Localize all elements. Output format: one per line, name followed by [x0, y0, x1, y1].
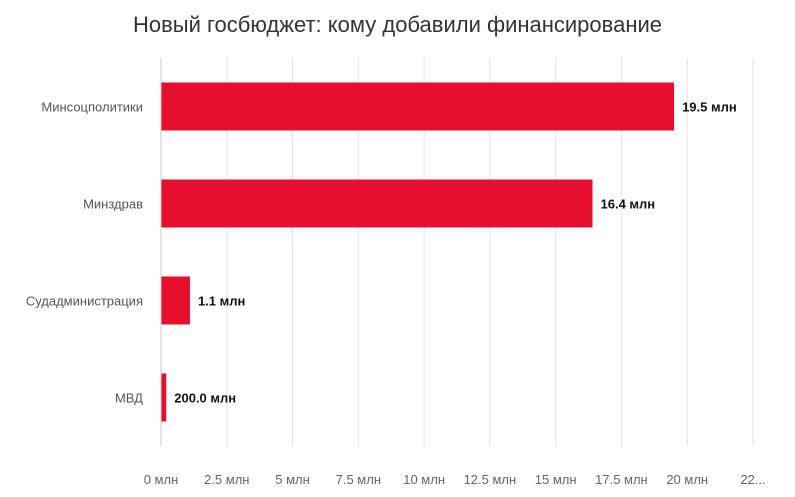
category-label: Минздрав [83, 197, 143, 212]
bar [161, 276, 190, 325]
bars [161, 82, 675, 422]
data-label: 19.5 млн [682, 100, 737, 115]
data-label: 1.1 млн [198, 294, 245, 309]
x-tick-label: 10 млн [403, 472, 445, 487]
bar [161, 179, 593, 228]
x-tick-labels: 0 млн 2.5 млн 5 млн 7.5 млн 10 млн 12.5 млн 15… [144, 472, 766, 487]
bar [161, 82, 675, 131]
bar [161, 373, 167, 422]
x-tick-label: 12.5 млн [464, 472, 517, 487]
category-label: Минсоцполитики [41, 100, 143, 115]
chart-title: Новый госбюджет: кому добавили финансиро… [132, 12, 663, 37]
x-tick-label: 2.5 млн [204, 472, 249, 487]
x-tick-label: 5 млн [275, 472, 310, 487]
x-tick-label: 0 млн [144, 472, 179, 487]
x-tick-label: 17.5 млн [595, 472, 648, 487]
x-tick-label: 22... [740, 472, 765, 487]
data-labels: 19.5 млн 16.4 млн 1.1 млн 200.0 млн [174, 100, 736, 406]
category-label: МВД [115, 391, 143, 406]
x-tick-label: 7.5 млн [336, 472, 381, 487]
data-label: 200.0 млн [174, 391, 236, 406]
data-label: 16.4 млн [601, 197, 656, 212]
category-label: Судадминистрация [26, 294, 143, 309]
x-tick-label: 20 млн [666, 472, 708, 487]
category-labels: Минсоцполитики Минздрав Судадминистрация МВ… [26, 100, 143, 406]
x-tick-label: 15 млн [535, 472, 577, 487]
